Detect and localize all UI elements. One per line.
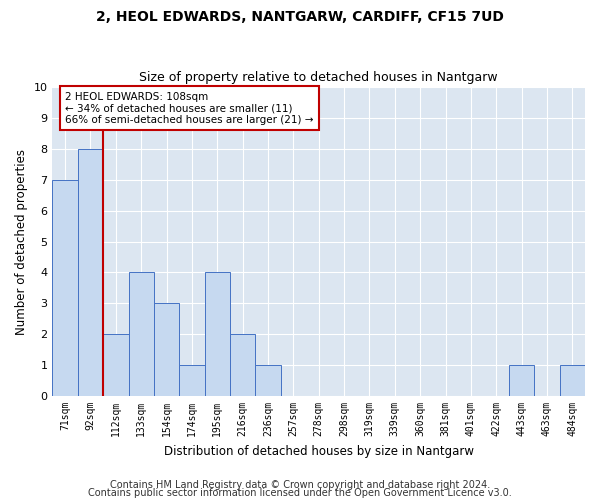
Bar [103, 334, 128, 396]
Bar [154, 304, 179, 396]
Bar [560, 365, 585, 396]
Text: 2, HEOL EDWARDS, NANTGARW, CARDIFF, CF15 7UD: 2, HEOL EDWARDS, NANTGARW, CARDIFF, CF15… [96, 10, 504, 24]
Text: Contains HM Land Registry data © Crown copyright and database right 2024.: Contains HM Land Registry data © Crown c… [110, 480, 490, 490]
Title: Size of property relative to detached houses in Nantgarw: Size of property relative to detached ho… [139, 72, 498, 85]
Bar [128, 272, 154, 396]
Bar [256, 365, 281, 396]
Bar [78, 149, 103, 396]
Text: 2 HEOL EDWARDS: 108sqm
← 34% of detached houses are smaller (11)
66% of semi-det: 2 HEOL EDWARDS: 108sqm ← 34% of detached… [65, 92, 314, 125]
Y-axis label: Number of detached properties: Number of detached properties [15, 148, 28, 334]
Bar [179, 365, 205, 396]
X-axis label: Distribution of detached houses by size in Nantgarw: Distribution of detached houses by size … [164, 444, 474, 458]
Bar [509, 365, 534, 396]
Bar [230, 334, 256, 396]
Bar [52, 180, 78, 396]
Text: Contains public sector information licensed under the Open Government Licence v3: Contains public sector information licen… [88, 488, 512, 498]
Bar [205, 272, 230, 396]
